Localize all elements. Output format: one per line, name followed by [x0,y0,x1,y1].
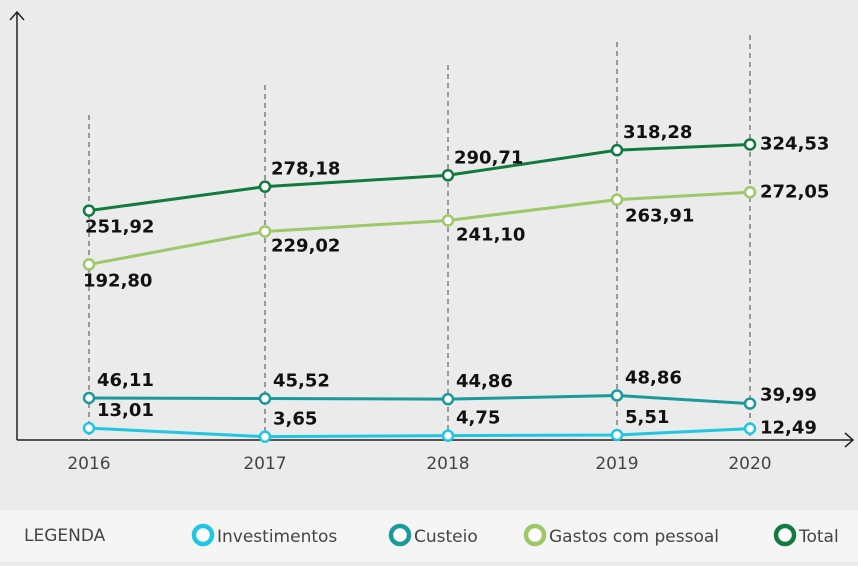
y-axis-arrow [9,10,25,21]
data-label: 4,75 [456,408,500,429]
x-axis-arrow [844,432,855,448]
data-label: 45,52 [273,371,330,392]
data-label: 272,05 [760,181,829,202]
point [82,258,96,271]
data-label: 241,10 [456,224,525,245]
data-label: 13,01 [97,400,154,421]
point [441,392,455,406]
legend-swatch [523,523,547,547]
data-label: 44,86 [456,371,513,392]
point [743,422,757,435]
data-label: 324,53 [760,133,829,154]
legend-box [0,510,858,562]
data-label: 192,80 [83,270,152,291]
x-tick-label: 2018 [426,454,469,474]
data-label: 290,71 [454,147,523,168]
legend-swatch [191,523,215,547]
point [258,180,272,193]
data-label: 278,18 [271,159,340,180]
data-label: 263,91 [625,206,694,227]
legend-swatch [773,523,797,547]
point [258,430,272,443]
point [82,391,96,405]
legend-title: LEGENDA [24,526,106,546]
legend-label: Gastos com pessoal [549,527,719,547]
point [441,214,455,227]
legend-swatch [388,523,412,547]
data-label: 229,02 [271,235,340,256]
point [441,169,455,182]
point [743,186,757,199]
data-label: 12,49 [760,418,817,439]
point [610,389,624,402]
point [610,193,624,206]
data-label: 251,92 [85,217,154,238]
data-label: 318,28 [623,122,692,143]
point [258,225,272,238]
point [610,143,624,157]
x-tick-label: 2019 [595,454,638,474]
data-label: 48,86 [625,368,682,389]
legend-label: Investimentos [217,527,337,547]
point [743,397,757,410]
data-label: 39,99 [760,385,817,406]
legend-label: Total [798,527,839,547]
point [82,204,96,217]
data-label: 46,11 [97,370,154,391]
point [743,138,757,151]
data-label: 3,65 [273,409,317,430]
x-tick-label: 2017 [243,454,286,474]
legend-label: Custeio [414,527,478,547]
x-tick-label: 2016 [67,454,110,474]
data-label: 5,51 [625,407,669,428]
point [441,429,455,442]
point [258,392,272,405]
point [82,421,96,435]
point [610,428,624,442]
x-tick-label: 2020 [728,454,771,474]
